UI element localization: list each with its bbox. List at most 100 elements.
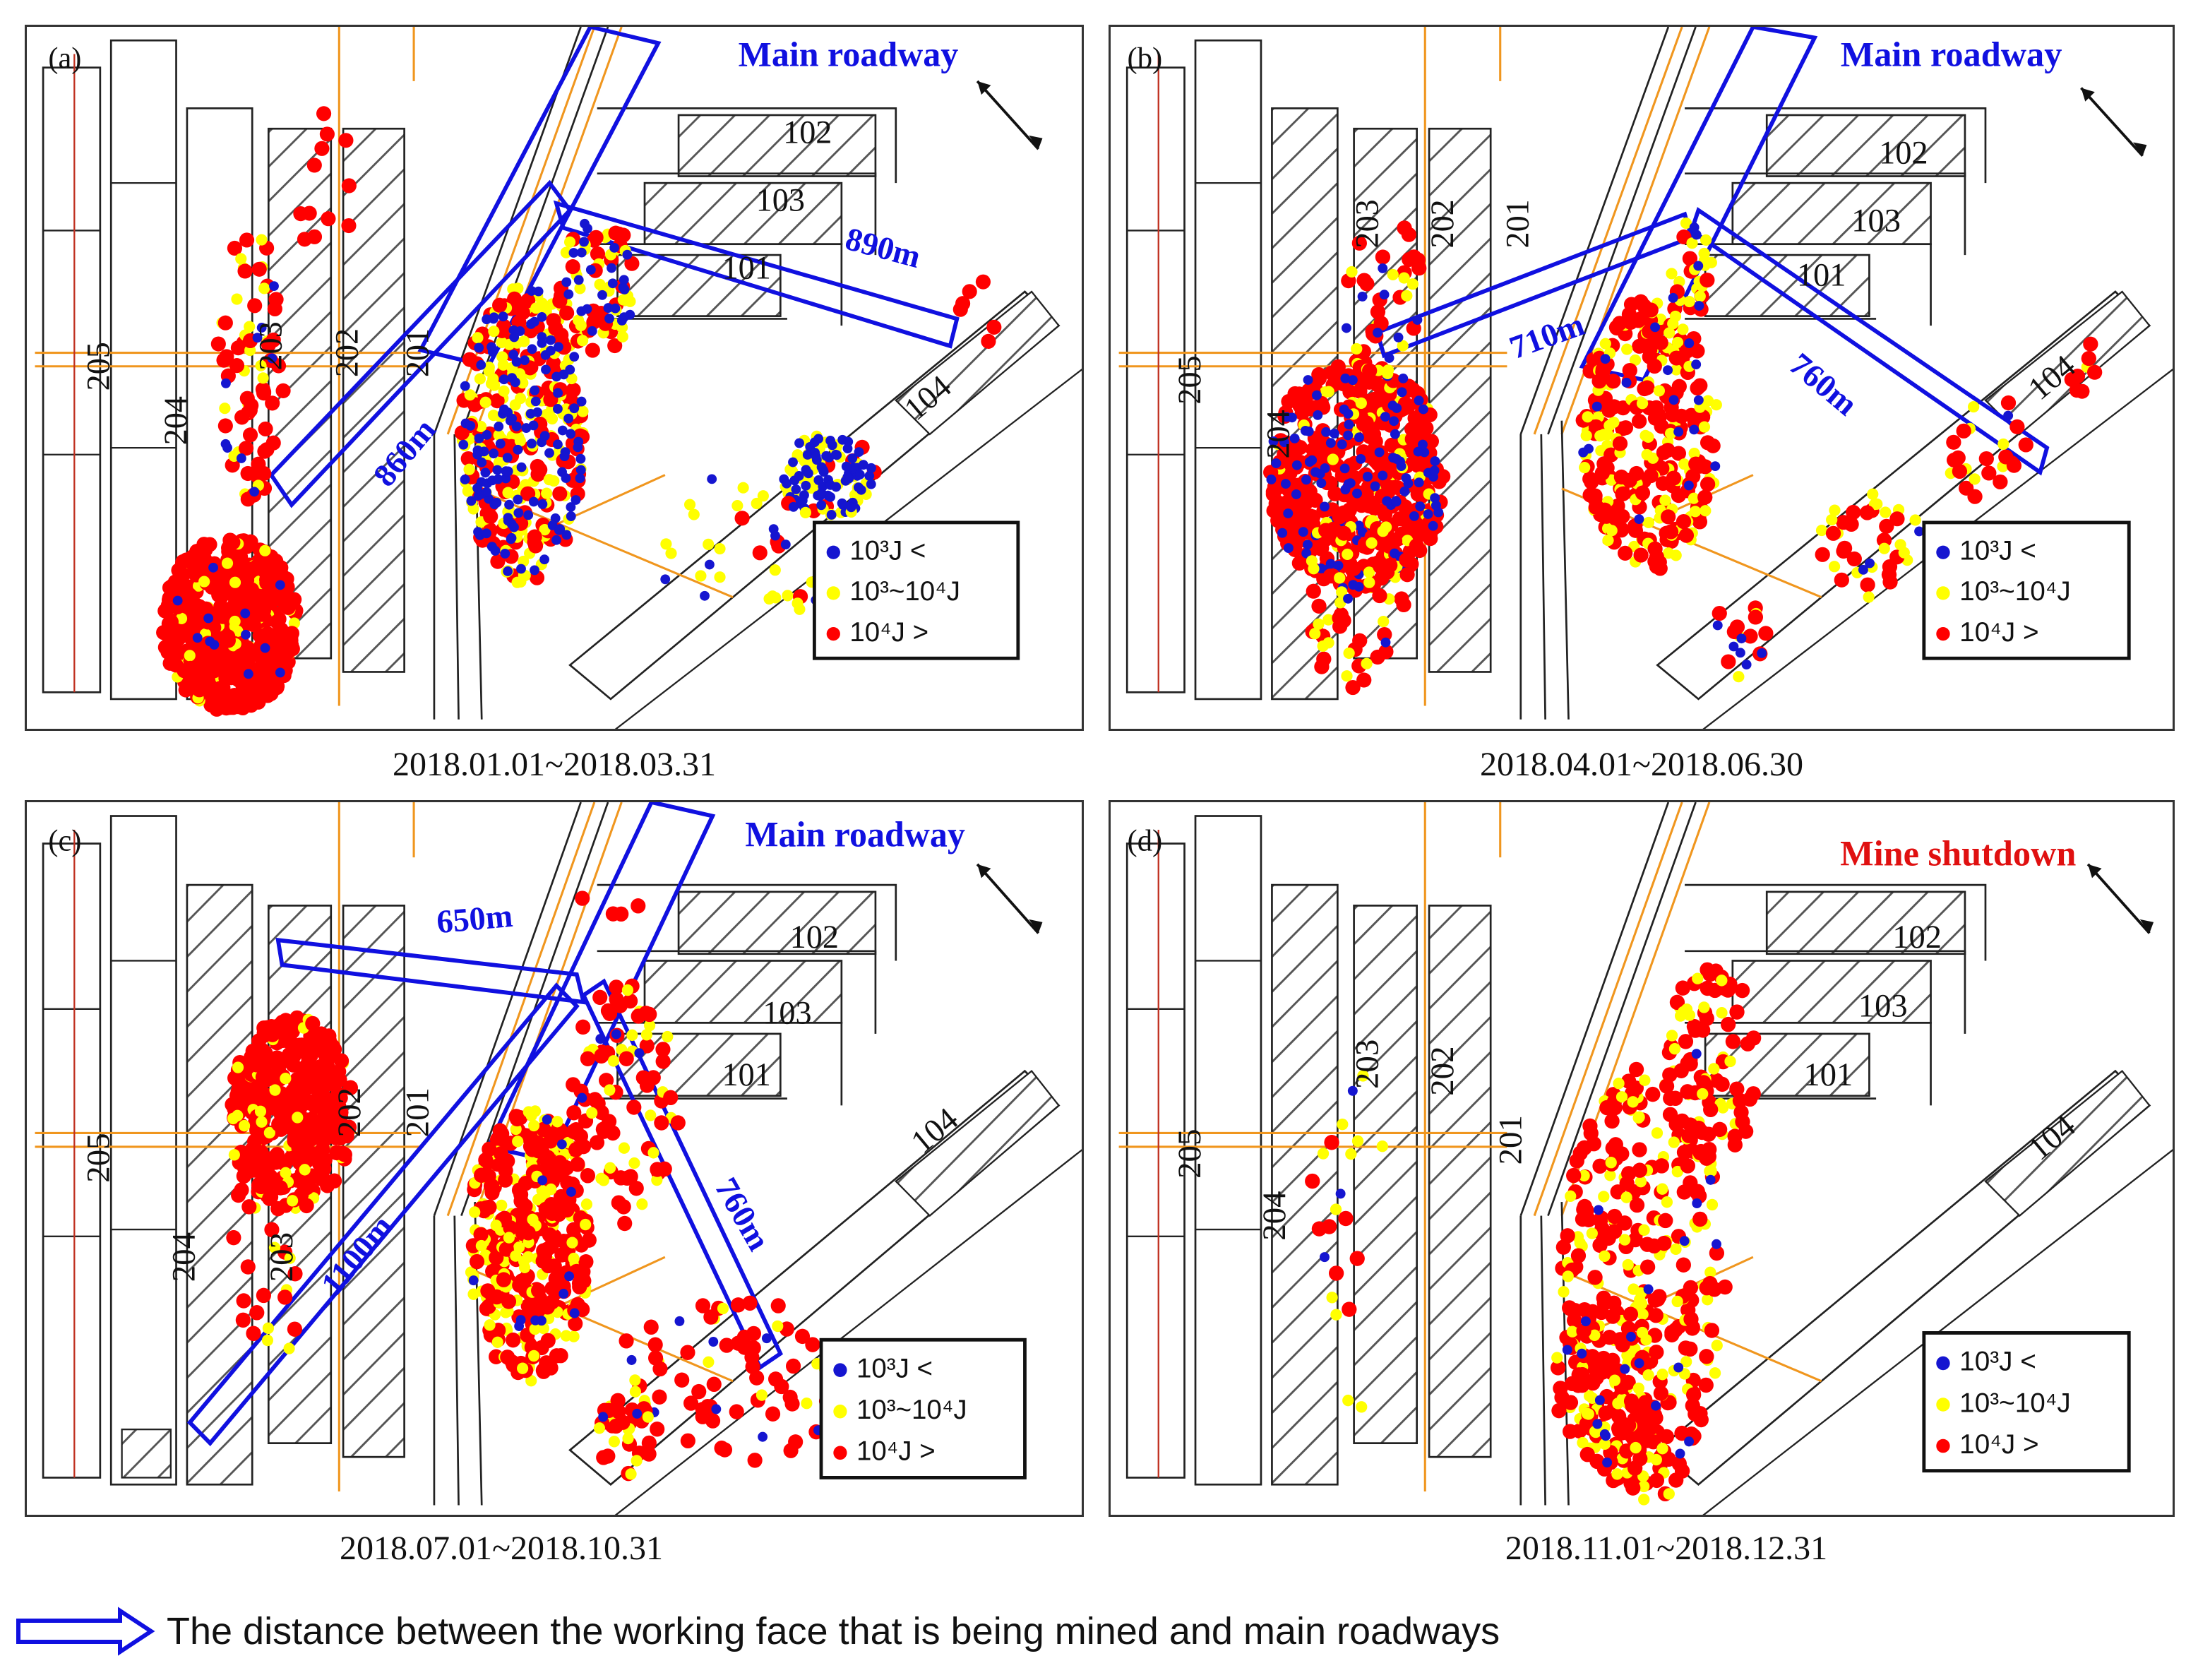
microseismic-event [1712, 1121, 1728, 1138]
microseismic-event [1881, 567, 1897, 583]
microseismic-event [228, 1149, 240, 1161]
microseismic-event [490, 545, 501, 556]
microseismic-event [1414, 477, 1424, 488]
microseismic-event [515, 576, 527, 588]
microseismic-event [1626, 1331, 1636, 1342]
microseismic-event [1589, 1329, 1601, 1342]
microseismic-event [1608, 416, 1620, 429]
microseismic-event [284, 626, 299, 641]
microseismic-event [640, 1029, 652, 1041]
microseismic-event [592, 989, 608, 1006]
microseismic-event [587, 326, 597, 336]
microseismic-event [655, 1042, 671, 1057]
microseismic-event [203, 613, 214, 624]
microseismic-event [654, 1115, 669, 1131]
legend-marker-high [833, 1446, 847, 1460]
microseismic-event [1591, 401, 1602, 412]
microseismic-event [2009, 419, 2025, 434]
microseismic-event [561, 277, 572, 287]
microseismic-event [1343, 647, 1355, 659]
microseismic-event [1956, 423, 1971, 439]
microseismic-event [518, 1198, 533, 1214]
microseismic-event [275, 667, 285, 678]
microseismic-event [1356, 1401, 1368, 1413]
microseismic-event [1627, 1283, 1639, 1295]
microseismic-event [342, 1080, 359, 1095]
microseismic-event [465, 420, 476, 431]
date-range-c: 2018.07.01~2018.10.31 [340, 1530, 663, 1567]
microseismic-event [1673, 427, 1684, 437]
microseismic-event [1867, 488, 1879, 500]
microseismic-event [805, 1337, 820, 1352]
microseismic-event [487, 347, 498, 357]
microseismic-event [327, 1042, 342, 1057]
microseismic-event [1834, 572, 1849, 588]
microseismic-event [564, 1271, 574, 1282]
microseismic-event [559, 1160, 574, 1176]
microseismic-event [1374, 447, 1385, 458]
microseismic-event [952, 302, 968, 317]
microseismic-event [219, 403, 231, 415]
microseismic-event [652, 1389, 667, 1405]
microseismic-event [487, 410, 500, 422]
north-arrow-icon [976, 80, 1040, 150]
microseismic-event [1707, 1282, 1722, 1297]
microseismic-event [1636, 398, 1649, 410]
microseismic-event [1654, 1158, 1670, 1174]
microseismic-event [1634, 514, 1644, 525]
microseismic-event [636, 1198, 648, 1210]
microseismic-event [1430, 493, 1440, 504]
microseismic-event [1313, 618, 1325, 630]
microseismic-event [1668, 395, 1679, 405]
microseismic-event [1298, 527, 1308, 537]
microseismic-event [609, 979, 624, 995]
microseismic-event [520, 355, 530, 366]
microseismic-event [1647, 1407, 1663, 1423]
microseismic-event [1846, 551, 1862, 567]
microseismic-event [1694, 290, 1706, 302]
microseismic-event [608, 1418, 623, 1434]
microseismic-event [598, 1412, 609, 1422]
microseismic-event [1677, 323, 1689, 335]
microseismic-event [273, 1180, 288, 1196]
microseismic-event [473, 1227, 489, 1243]
microseismic-event [1344, 419, 1354, 430]
microseismic-event [543, 474, 555, 486]
microseismic-event [1602, 535, 1614, 547]
microseismic-event [597, 290, 607, 300]
microseismic-event [619, 1333, 634, 1349]
microseismic-event [1698, 1001, 1710, 1013]
microseismic-event [585, 265, 596, 275]
microseismic-event [1642, 431, 1654, 443]
microseismic-event [551, 1116, 563, 1128]
microseismic-event [1662, 1067, 1678, 1083]
microseismic-event [244, 321, 256, 333]
microseismic-event [569, 403, 580, 414]
microseismic-event [1370, 304, 1386, 320]
microseismic-event [1649, 400, 1664, 415]
microseismic-event [537, 499, 548, 509]
microseismic-event [1633, 547, 1649, 563]
microseismic-event [707, 474, 717, 484]
microseismic-event [1697, 489, 1713, 505]
microseismic-event [217, 315, 233, 330]
microseismic-event [559, 1289, 569, 1299]
microseismic-event [1397, 387, 1407, 398]
microseismic-event [1384, 437, 1399, 453]
microseismic-event [1671, 488, 1687, 504]
microseismic-event [510, 1123, 522, 1136]
microseismic-event [467, 1288, 479, 1300]
microseismic-event [1369, 376, 1385, 392]
microseismic-event [495, 439, 506, 449]
microseismic-event [1647, 1238, 1662, 1254]
microseismic-event [1605, 1157, 1617, 1169]
microseismic-event [1346, 266, 1358, 278]
microseismic-event [573, 275, 584, 285]
microseismic-event [532, 407, 542, 417]
face-label-205: 205 [80, 342, 116, 391]
microseismic-event [846, 502, 856, 513]
microseismic-event [1615, 400, 1631, 416]
microseismic-event [1668, 350, 1684, 366]
microseismic-event [498, 311, 508, 322]
microseismic-event [826, 510, 837, 520]
